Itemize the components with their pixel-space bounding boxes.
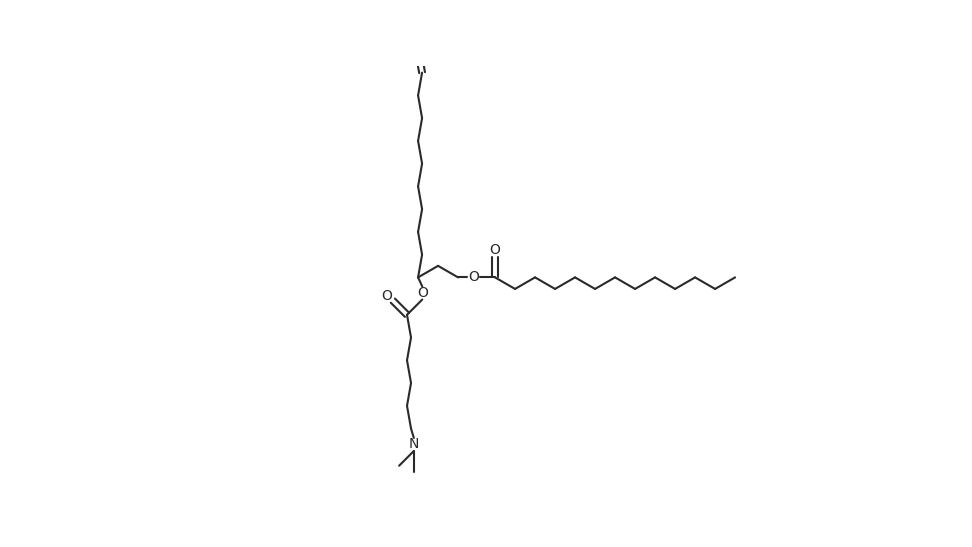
Text: O: O [490,243,501,257]
Text: N: N [408,438,419,451]
Text: O: O [469,270,479,284]
Text: O: O [381,289,392,303]
Text: O: O [417,286,428,300]
